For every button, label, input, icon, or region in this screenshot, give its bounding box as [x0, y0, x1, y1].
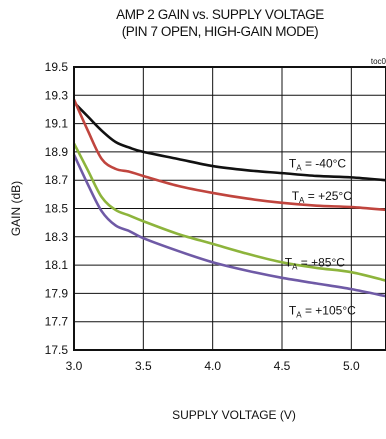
- curve-label-3: TA = +105°C: [289, 304, 356, 320]
- y-tick-label: 18.7: [45, 173, 69, 187]
- y-tick-label: 17.7: [45, 315, 69, 329]
- x-axis-label: SUPPLY VOLTAGE (V): [172, 408, 296, 422]
- curve-labels: TA = -40°C TA = +25°C TA = +85°C TA = +105°…: [285, 156, 356, 319]
- y-tick-label: 19.5: [45, 60, 69, 74]
- series-line-0: [73, 101, 386, 182]
- y-tick-label: 18.3: [45, 230, 69, 244]
- y-tick-label: 17.9: [45, 286, 69, 300]
- x-tick-label: 4.5: [274, 359, 291, 373]
- y-tick-label: 18.1: [45, 258, 69, 272]
- y-tick-label: 17.5: [45, 343, 69, 357]
- x-tick-labels: 3.0 3.5 4.0 4.5 5.0: [66, 359, 360, 373]
- x-tick-label: 3.0: [66, 359, 83, 373]
- y-axis-label: GAIN (dB): [9, 181, 23, 236]
- y-tick-labels: 17.5 17.7 17.9 18.1 18.3 18.5 18.7 18.9 19.1 19.3…: [45, 60, 69, 357]
- chart-tag: toc0: [371, 57, 386, 66]
- y-tick-label: 18.5: [45, 202, 69, 216]
- curve-label-0: TA = -40°C: [289, 156, 347, 172]
- plot-frame: [73, 66, 386, 351]
- x-tick-label: 4.0: [204, 359, 221, 373]
- series-line-3: [72, 154, 386, 298]
- y-tick-label: 19.3: [45, 88, 69, 102]
- series-line-2: [72, 142, 386, 282]
- series-lines: [72, 99, 386, 298]
- x-tick-label: 5.0: [343, 359, 360, 373]
- chart-title: AMP 2 GAIN vs. SUPPLY VOLTAGE: [116, 7, 324, 22]
- series-line-1: [72, 99, 386, 212]
- curve-label-2: TA = +85°C: [285, 256, 346, 272]
- y-tick-label: 19.1: [45, 117, 69, 131]
- x-tick-label: 3.5: [135, 359, 152, 373]
- y-tick-label: 18.9: [45, 145, 69, 159]
- chart-subtitle: (PIN 7 OPEN, HIGH-GAIN MODE): [121, 24, 319, 39]
- curve-label-1: TA = +25°C: [292, 189, 353, 205]
